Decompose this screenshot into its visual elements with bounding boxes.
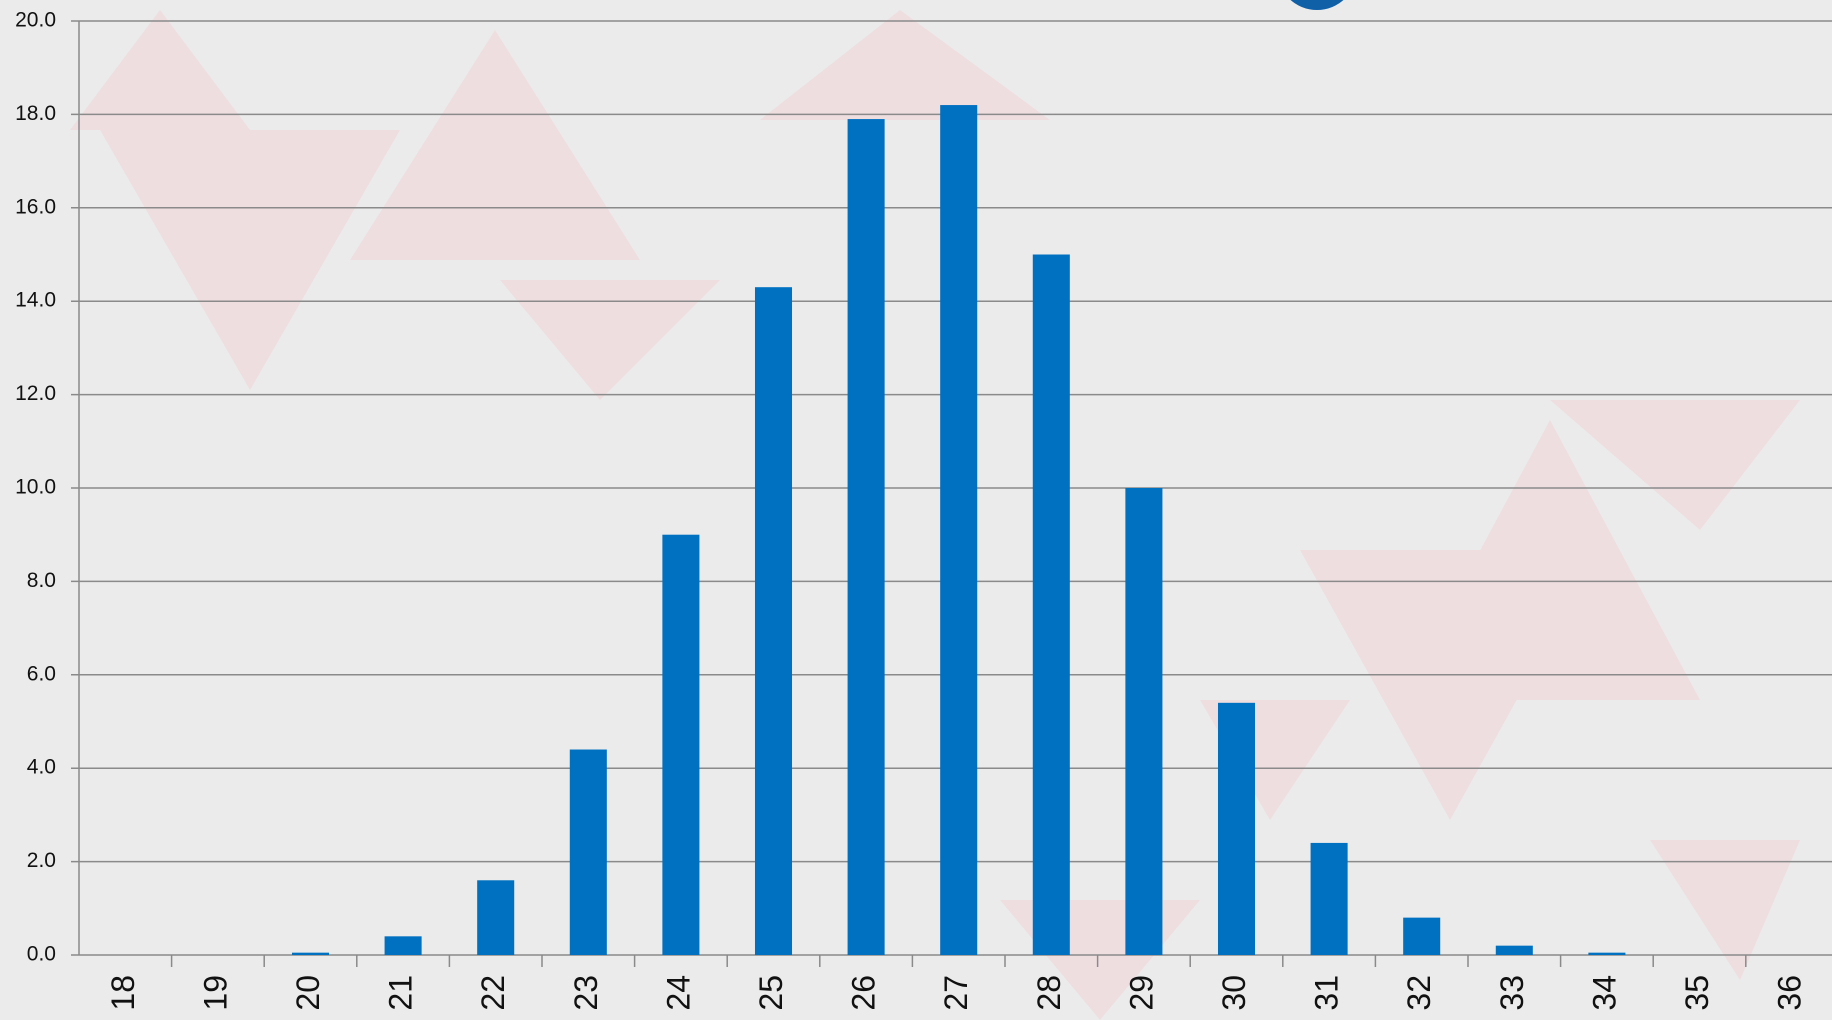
x-tick-label: 32 bbox=[1401, 975, 1437, 1011]
bar bbox=[662, 534, 700, 955]
y-tick-label: 12.0 bbox=[15, 382, 56, 405]
bar bbox=[1032, 254, 1070, 955]
x-tick-label: 26 bbox=[846, 975, 882, 1011]
x-tick-label: 31 bbox=[1309, 975, 1345, 1011]
x-tick-label: 33 bbox=[1494, 975, 1530, 1011]
y-tick-label: 6.0 bbox=[27, 662, 56, 685]
y-tick-label: 0.0 bbox=[27, 943, 56, 966]
y-tick-label: 14.0 bbox=[15, 289, 56, 312]
background-pattern bbox=[70, 10, 1800, 1020]
x-tick-label: 28 bbox=[1031, 975, 1067, 1011]
bar bbox=[1588, 952, 1626, 955]
bar bbox=[1310, 842, 1348, 955]
logo-fragment bbox=[1290, 0, 1344, 10]
bar bbox=[384, 936, 422, 955]
x-tick-label: 19 bbox=[197, 975, 233, 1011]
y-tick-label: 10.0 bbox=[15, 476, 56, 499]
x-tick-label: 30 bbox=[1216, 975, 1252, 1011]
bar bbox=[847, 119, 885, 955]
x-tick-label: 20 bbox=[290, 975, 326, 1011]
x-tick-label: 36 bbox=[1772, 975, 1808, 1011]
y-tick-label: 16.0 bbox=[15, 195, 56, 218]
x-tick-label: 23 bbox=[568, 975, 604, 1011]
bar bbox=[1125, 488, 1163, 955]
y-tick-label: 8.0 bbox=[27, 569, 56, 592]
bar bbox=[1403, 917, 1441, 955]
x-tick-label: 24 bbox=[660, 975, 696, 1011]
y-tick-label: 2.0 bbox=[27, 849, 56, 872]
y-tick-label: 4.0 bbox=[27, 756, 56, 779]
x-tick-label: 29 bbox=[1123, 975, 1159, 1011]
bar bbox=[477, 880, 515, 955]
x-tick-label: 22 bbox=[475, 975, 511, 1011]
bar bbox=[569, 749, 607, 955]
x-tick-label: 21 bbox=[383, 975, 419, 1011]
y-tick-label: 18.0 bbox=[15, 102, 56, 125]
x-tick-label: 25 bbox=[753, 975, 789, 1011]
x-tick-label: 18 bbox=[105, 975, 141, 1011]
y-tick-label: 20.0 bbox=[15, 9, 56, 32]
bar bbox=[1217, 702, 1256, 955]
x-tick-label: 35 bbox=[1679, 975, 1715, 1011]
bar bbox=[1495, 945, 1533, 955]
bar bbox=[940, 105, 978, 955]
x-tick-label: 34 bbox=[1586, 975, 1622, 1011]
bar bbox=[291, 952, 330, 955]
x-tick-label: 27 bbox=[938, 975, 974, 1011]
bar bbox=[754, 287, 793, 955]
